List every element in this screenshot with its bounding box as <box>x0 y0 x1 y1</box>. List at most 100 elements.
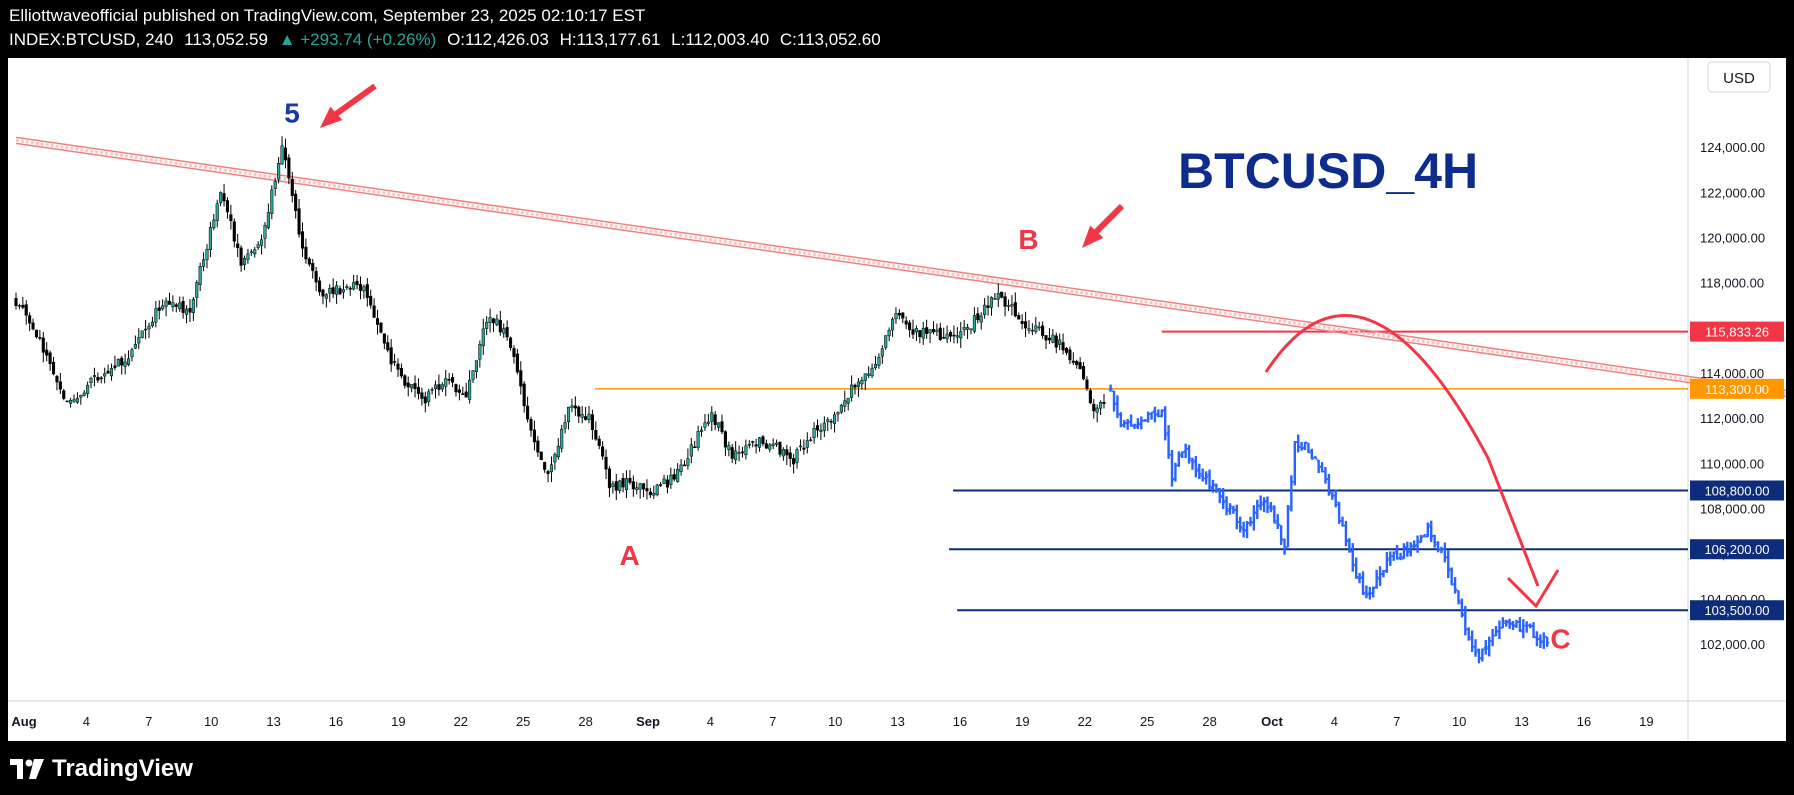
candle-body <box>1034 325 1038 332</box>
candle-body <box>1020 321 1024 324</box>
candle-body <box>222 193 226 202</box>
candle-body <box>890 319 895 331</box>
tradingview-brand[interactable]: TradingView <box>10 755 193 783</box>
level-price-tag <box>1690 600 1784 621</box>
candle-body <box>1024 321 1028 329</box>
candle-body <box>335 285 339 295</box>
candle-body <box>798 445 803 448</box>
candle-body <box>396 363 400 370</box>
candle-body <box>266 212 270 229</box>
symbol-name[interactable]: INDEX:BTCUSD, 240 <box>9 30 174 49</box>
candle-body <box>969 328 973 330</box>
candle-body <box>239 247 243 266</box>
footer-bar: TradingView <box>0 745 1794 795</box>
candle-body <box>536 440 540 453</box>
chart-title: BTCUSD_4H <box>1178 143 1478 199</box>
candle-body <box>1030 329 1034 332</box>
x-tick-label: 4 <box>83 714 90 729</box>
x-tick-label: 7 <box>1393 714 1400 729</box>
candle-body <box>1000 291 1004 298</box>
candle-body <box>955 335 959 338</box>
candle-body <box>549 464 554 473</box>
candle-body <box>1078 362 1082 370</box>
candle-body <box>795 449 799 463</box>
candle-body <box>440 384 444 390</box>
candle-body <box>836 412 840 415</box>
candle-body <box>219 192 223 203</box>
chart-pane[interactable]: USD 124,000.00 122,000.00 120,000.00 118,000… <box>8 58 1786 741</box>
candle-body <box>96 377 100 381</box>
candle-body <box>703 422 707 428</box>
candle-body <box>491 318 496 324</box>
candle-body <box>106 370 110 374</box>
candle-body <box>720 421 724 433</box>
candle-body <box>730 447 734 459</box>
candle-body <box>413 383 417 390</box>
y-tick-label: 120,000.00 <box>1700 230 1765 245</box>
x-tick-label: 4 <box>1331 714 1338 729</box>
candle-body <box>345 286 349 288</box>
candle-body <box>860 380 864 385</box>
candle-body <box>1061 342 1065 351</box>
candle-body <box>294 193 298 212</box>
candle-body <box>1037 326 1041 329</box>
level-price-label: 113,300.00 <box>1705 382 1769 397</box>
candle-body <box>21 304 25 308</box>
price-chart[interactable]: USD 124,000.00 122,000.00 120,000.00 118,000… <box>8 58 1786 741</box>
candle-body <box>815 425 820 431</box>
candle-body <box>348 287 352 290</box>
x-tick-label: 10 <box>204 714 218 729</box>
candle-body <box>614 481 618 491</box>
x-tick-label: 16 <box>1577 714 1591 729</box>
candle-body <box>318 280 322 293</box>
candle-body <box>69 400 73 404</box>
candle-body <box>543 462 547 470</box>
candle-body <box>31 322 35 330</box>
candle-body <box>447 379 451 381</box>
candle-body <box>665 479 669 488</box>
candle-body <box>833 414 837 424</box>
x-tick-label: 16 <box>329 714 343 729</box>
candle-body <box>127 358 131 365</box>
candle-body <box>82 392 86 396</box>
candle-body <box>863 373 867 381</box>
candle-body <box>785 449 789 456</box>
candle-body <box>901 312 905 319</box>
x-tick-label: 19 <box>1015 714 1029 729</box>
candle-body <box>672 474 676 480</box>
candle-body <box>1017 315 1021 320</box>
candle-body <box>65 400 69 403</box>
candle-body <box>304 246 308 260</box>
candle-body <box>379 322 383 333</box>
y-tick-label: 102,000.00 <box>1700 637 1765 652</box>
candle-body <box>645 488 649 492</box>
resistance-trendline-fill <box>15 138 1786 395</box>
candle-body <box>710 412 714 422</box>
currency-button[interactable] <box>1707 61 1771 93</box>
candle-body <box>993 298 997 300</box>
candle-body <box>403 375 407 386</box>
candle-body <box>178 302 182 310</box>
candle-body <box>502 328 506 334</box>
candle-body <box>195 282 199 298</box>
candle-body <box>887 330 891 337</box>
candle-body <box>130 349 134 358</box>
candle-body <box>1088 390 1092 404</box>
x-tick-label: 13 <box>1514 714 1528 729</box>
candle-body <box>457 389 461 393</box>
candle-body <box>519 370 523 387</box>
candle-body <box>246 253 250 260</box>
candle-body <box>324 294 328 299</box>
candle-body <box>352 282 356 290</box>
candle-body <box>727 445 731 450</box>
candle-body <box>62 390 66 399</box>
candle-body <box>642 483 646 490</box>
candle-body <box>72 399 76 402</box>
tradingview-logo-icon <box>10 759 44 779</box>
candle-body <box>989 297 994 308</box>
candle-body <box>321 289 325 297</box>
candle-body <box>512 348 516 357</box>
candle-body <box>232 221 236 242</box>
candle-body <box>775 442 779 445</box>
candle-body <box>89 377 93 384</box>
